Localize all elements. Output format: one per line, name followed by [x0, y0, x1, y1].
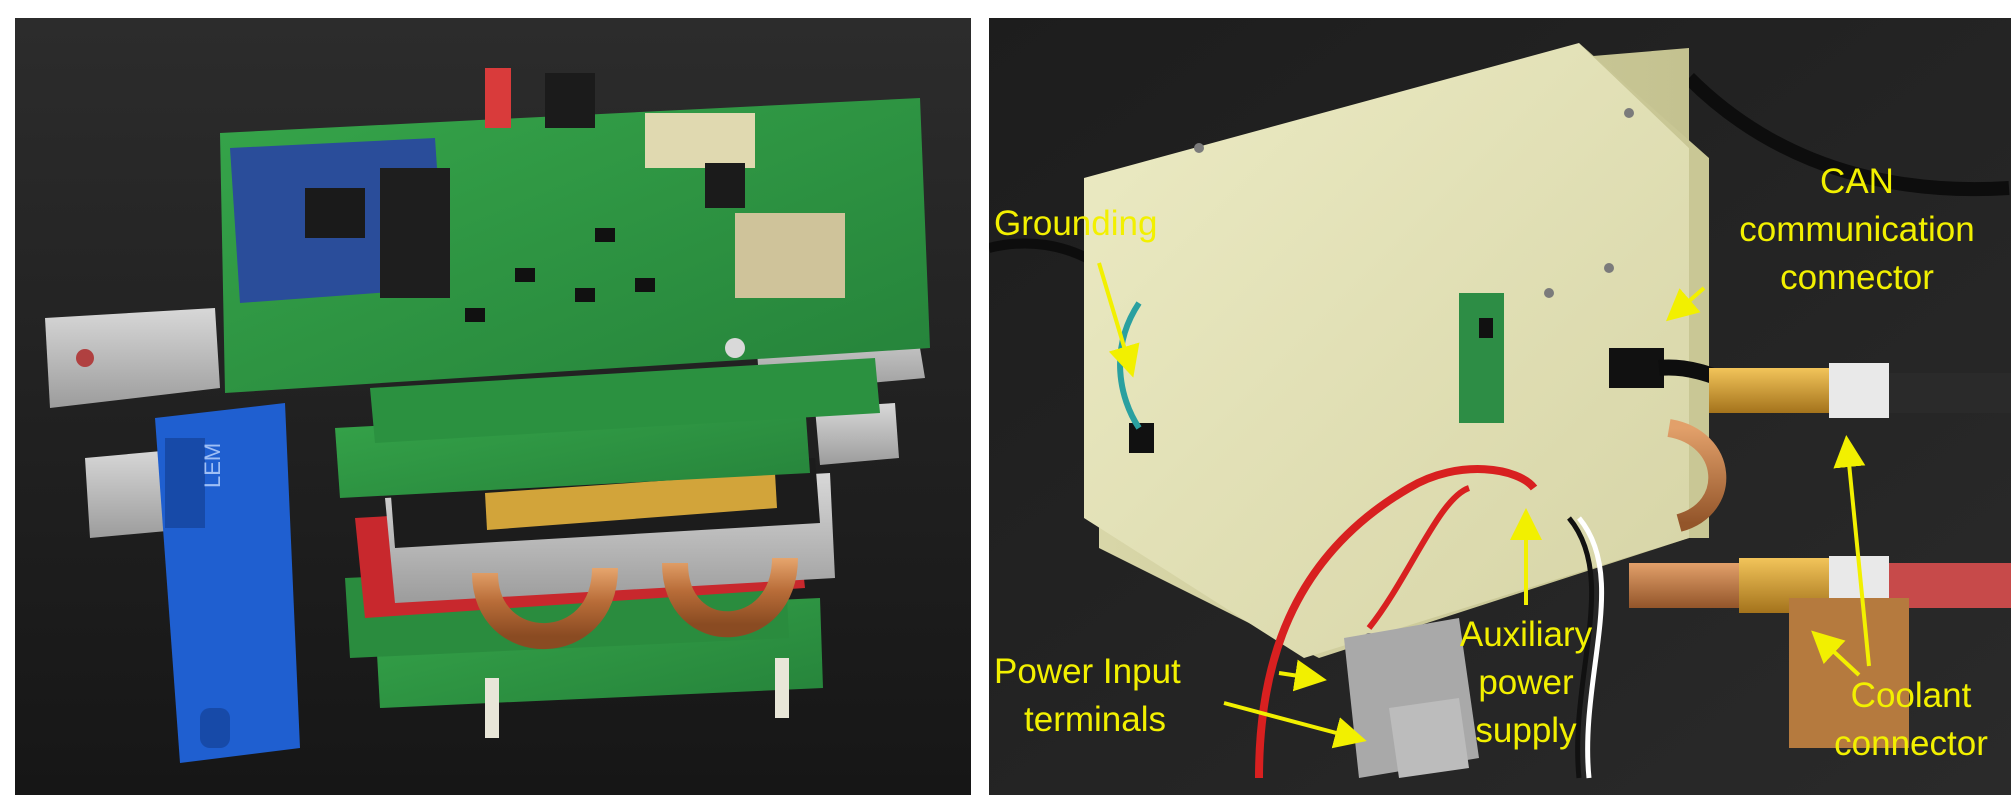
ic: [595, 228, 615, 242]
controller-pcb: [220, 68, 930, 393]
screw: [1194, 143, 1204, 153]
copper-tube-right: [662, 557, 798, 638]
aux-wire-white: [1577, 516, 1605, 779]
status-led-board: [1459, 293, 1504, 423]
photo-enclosed-inverter: Grounding CAN communication connector Po…: [989, 18, 2011, 795]
aux-wire-red: [1366, 485, 1471, 630]
svg-text:connector: connector: [1780, 258, 1934, 297]
ic: [515, 268, 535, 282]
sensor-brand-text: LEM: [200, 443, 225, 488]
left-bus-bar: [45, 308, 220, 408]
svg-text:communication: communication: [1739, 210, 1974, 249]
auxiliary-power-label: Auxiliary power supply: [1460, 615, 1593, 750]
lower-right-bus-bar: [815, 403, 899, 465]
copper-loop: [1666, 419, 1727, 532]
svg-text:Grounding: Grounding: [994, 204, 1157, 243]
power-input-arrow-1: [1278, 659, 1327, 692]
dsp-chip: [305, 188, 365, 238]
svg-text:Coolant: Coolant: [1851, 676, 1972, 715]
ic: [465, 308, 485, 322]
coolant-arrow-2: [1833, 435, 1871, 667]
bus-bar-hole: [76, 349, 94, 367]
power-terminal-right: [1389, 698, 1469, 778]
aux-wire-black: [1567, 516, 1595, 779]
svg-text:connector: connector: [1834, 724, 1988, 763]
prototype-board: [1789, 598, 1909, 748]
ic: [575, 288, 595, 302]
coolant-connector-label: Coolant connector: [1834, 676, 1988, 763]
screw: [1624, 108, 1634, 118]
connector-header: [380, 168, 450, 298]
svg-text:power: power: [1478, 663, 1574, 702]
photo-stacked-module: LEM: [15, 18, 971, 795]
power-input-label: Power Input terminals: [994, 652, 1181, 739]
led-chip: [1479, 318, 1493, 338]
grounding-label: Grounding: [994, 204, 1157, 243]
standoff: [485, 678, 499, 738]
current-sensor: LEM: [155, 403, 300, 763]
stacked-module-illustration: LEM: [15, 18, 971, 795]
header-connector: [705, 163, 745, 208]
can-arrow: [1665, 286, 1706, 322]
module-yellow-label: [485, 473, 777, 530]
enclosure: [1084, 43, 1709, 658]
svg-text:Auxiliary: Auxiliary: [1460, 615, 1593, 654]
coolant-fitting-top: [1709, 363, 2011, 418]
power-wire-red: [1255, 465, 1538, 779]
transformer: [645, 113, 755, 168]
svg-text:supply: supply: [1475, 711, 1577, 750]
ic: [635, 278, 655, 292]
copper-tube-left: [472, 567, 618, 650]
svg-text:CAN: CAN: [1820, 162, 1894, 201]
coolant-arrow-1: [1811, 630, 1861, 677]
mounting-hole: [725, 338, 745, 358]
enclosed-inverter-illustration: Grounding CAN communication connector Po…: [989, 18, 2011, 795]
power-input-arrow-2: [1223, 701, 1367, 749]
svg-text:Power Input: Power Input: [994, 652, 1181, 691]
can-plug: [1609, 348, 1664, 388]
ethernet-jack: [545, 73, 595, 128]
standoff: [775, 658, 789, 718]
isolated-converter: [735, 213, 845, 298]
screw: [1544, 288, 1554, 298]
screw: [1604, 263, 1614, 273]
background-cable: [1684, 73, 2010, 196]
grounding-arrow: [1097, 262, 1140, 378]
can-connector-label: CAN communication connector: [1739, 162, 1974, 297]
red-switch: [485, 68, 511, 128]
ground-lug: [1129, 423, 1154, 453]
sensor-pcb: [370, 358, 880, 443]
svg-text:terminals: terminals: [1024, 700, 1166, 739]
